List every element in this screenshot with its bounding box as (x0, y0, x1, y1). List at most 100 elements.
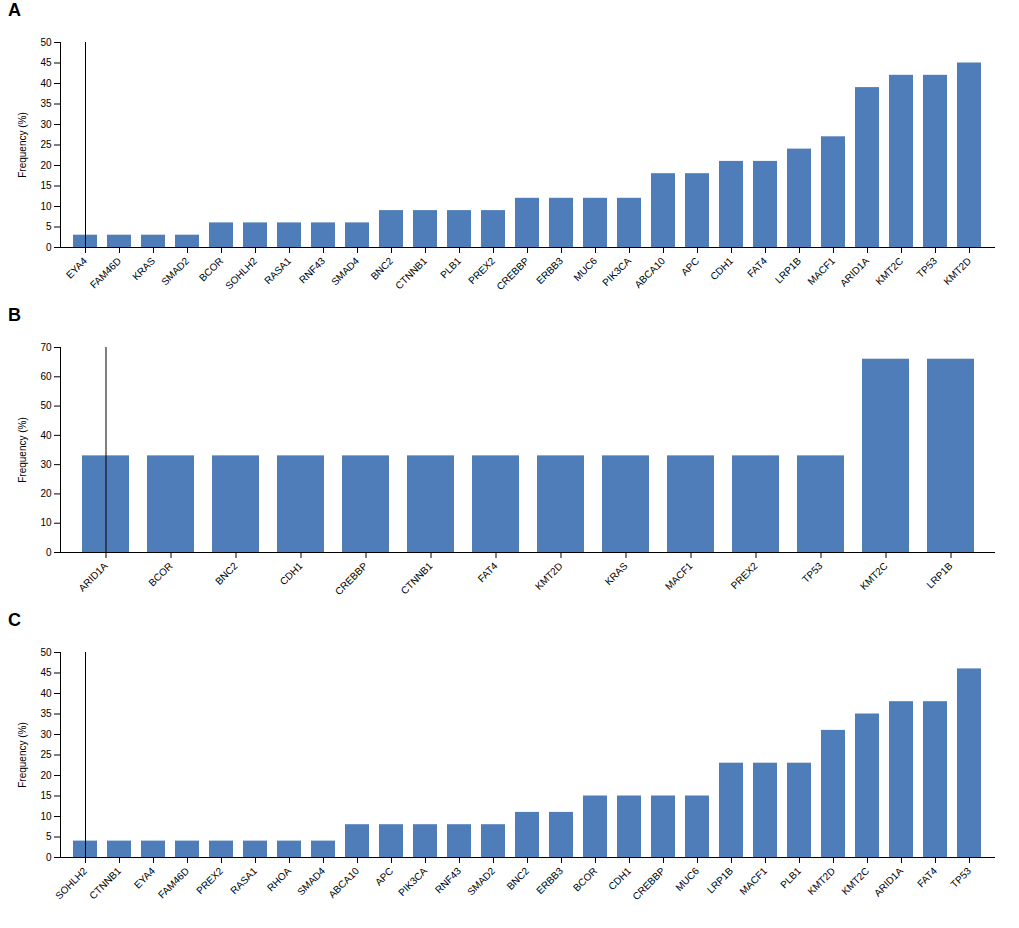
svg-text:CREBBP: CREBBP (333, 560, 370, 597)
svg-text:ERBB3: ERBB3 (534, 865, 565, 896)
svg-text:RNF43: RNF43 (433, 865, 463, 895)
svg-text:20: 20 (40, 488, 52, 499)
svg-text:5: 5 (46, 221, 52, 232)
svg-text:0: 0 (46, 547, 52, 558)
svg-text:MUC6: MUC6 (571, 255, 599, 283)
svg-text:50: 50 (40, 37, 52, 48)
svg-text:FAM46D: FAM46D (156, 865, 191, 900)
svg-text:PLB1: PLB1 (438, 255, 463, 280)
svg-text:KMT2C: KMT2C (858, 560, 890, 592)
svg-text:40: 40 (40, 78, 52, 89)
svg-text:EYA4: EYA4 (132, 865, 158, 891)
svg-text:ERBB3: ERBB3 (534, 255, 565, 286)
svg-text:35: 35 (40, 98, 52, 109)
svg-text:15: 15 (40, 180, 52, 191)
svg-text:RNF43: RNF43 (297, 255, 327, 285)
svg-text:10: 10 (40, 811, 52, 822)
svg-text:50: 50 (40, 647, 52, 658)
svg-text:SOHLH2: SOHLH2 (53, 865, 89, 901)
svg-text:MUC6: MUC6 (673, 865, 701, 893)
svg-text:30: 30 (40, 119, 52, 130)
svg-text:CDH1: CDH1 (708, 255, 735, 282)
svg-text:KMT2D: KMT2D (533, 560, 565, 592)
svg-text:EYA4: EYA4 (64, 255, 90, 281)
svg-text:SMAD2: SMAD2 (465, 865, 497, 897)
svg-text:10: 10 (40, 517, 52, 528)
svg-text:PLB1: PLB1 (778, 865, 803, 890)
svg-text:70: 70 (40, 342, 52, 353)
svg-text:15: 15 (40, 790, 52, 801)
svg-text:10: 10 (40, 201, 52, 212)
svg-text:ARID1A: ARID1A (76, 560, 110, 594)
svg-text:SMAD4: SMAD4 (295, 865, 327, 897)
svg-text:CREBBP: CREBBP (494, 255, 531, 292)
svg-text:45: 45 (40, 667, 52, 678)
svg-text:KRAS: KRAS (603, 560, 630, 587)
svg-text:KRAS: KRAS (130, 255, 157, 282)
svg-text:CTNNB1: CTNNB1 (393, 255, 429, 291)
svg-text:KMT2D: KMT2D (805, 865, 837, 897)
svg-text:30: 30 (40, 459, 52, 470)
svg-text:LRP1B: LRP1B (705, 865, 735, 895)
svg-text:MACF1: MACF1 (663, 560, 695, 592)
svg-text:CDH1: CDH1 (278, 560, 305, 587)
svg-text:PIK3CA: PIK3CA (396, 865, 429, 898)
svg-text:45: 45 (40, 57, 52, 68)
svg-text:RHOA: RHOA (265, 865, 293, 893)
svg-text:20: 20 (40, 160, 52, 171)
svg-text:ARID1A: ARID1A (838, 255, 872, 289)
svg-text:APC: APC (373, 865, 395, 887)
svg-text:35: 35 (40, 708, 52, 719)
svg-text:PREX2: PREX2 (194, 865, 225, 896)
svg-text:CDH1: CDH1 (606, 865, 633, 892)
svg-text:RASA1: RASA1 (262, 255, 293, 286)
svg-text:FAM46D: FAM46D (88, 255, 123, 290)
svg-text:BNC2: BNC2 (369, 255, 396, 282)
svg-text:20: 20 (40, 770, 52, 781)
svg-text:RASA1: RASA1 (228, 865, 259, 896)
svg-text:MACF1: MACF1 (805, 255, 837, 287)
svg-text:ABCA10: ABCA10 (632, 255, 667, 290)
svg-text:60: 60 (40, 371, 52, 382)
svg-text:SMAD4: SMAD4 (329, 255, 361, 287)
svg-text:KMT2C: KMT2C (873, 255, 905, 287)
svg-text:BCOR: BCOR (146, 560, 174, 588)
svg-text:5: 5 (46, 831, 52, 842)
svg-text:0: 0 (46, 242, 52, 253)
svg-text:Frequency (%): Frequency (%) (17, 417, 28, 483)
svg-text:FAT4: FAT4 (745, 255, 769, 279)
svg-text:CTNNB1: CTNNB1 (399, 560, 435, 596)
svg-text:50: 50 (40, 400, 52, 411)
svg-text:FAT4: FAT4 (476, 560, 500, 584)
svg-text:PIK3CA: PIK3CA (600, 255, 633, 288)
svg-text:LRP1B: LRP1B (773, 255, 803, 285)
svg-text:BNC2: BNC2 (505, 865, 532, 892)
svg-text:PREX2: PREX2 (466, 255, 497, 286)
svg-text:25: 25 (40, 749, 52, 760)
svg-text:SOHLH2: SOHLH2 (223, 255, 259, 291)
svg-text:SMAD2: SMAD2 (159, 255, 191, 287)
svg-text:PREX2: PREX2 (729, 560, 760, 591)
svg-text:Frequency (%): Frequency (%) (17, 722, 28, 788)
svg-text:40: 40 (40, 688, 52, 699)
svg-text:MACF1: MACF1 (737, 865, 769, 897)
svg-text:25: 25 (40, 139, 52, 150)
svg-text:ABCA10: ABCA10 (326, 865, 361, 900)
svg-text:ARID1A: ARID1A (872, 865, 906, 899)
svg-text:BCOR: BCOR (571, 865, 599, 893)
svg-text:30: 30 (40, 729, 52, 740)
svg-text:KMT2C: KMT2C (839, 865, 871, 897)
svg-text:CREBBP: CREBBP (630, 865, 667, 902)
svg-text:TP53: TP53 (800, 560, 825, 585)
svg-text:FAT4: FAT4 (915, 865, 939, 889)
svg-text:40: 40 (40, 430, 52, 441)
svg-text:BNC2: BNC2 (213, 560, 240, 587)
svg-text:APC: APC (679, 255, 701, 277)
svg-text:Frequency (%): Frequency (%) (17, 112, 28, 178)
svg-text:CTNNB1: CTNNB1 (87, 865, 123, 901)
svg-text:0: 0 (46, 852, 52, 863)
svg-text:KMT2D: KMT2D (941, 255, 973, 287)
svg-text:BCOR: BCOR (197, 255, 225, 283)
svg-text:TP53: TP53 (948, 865, 973, 890)
svg-text:LRP1B: LRP1B (924, 560, 954, 590)
